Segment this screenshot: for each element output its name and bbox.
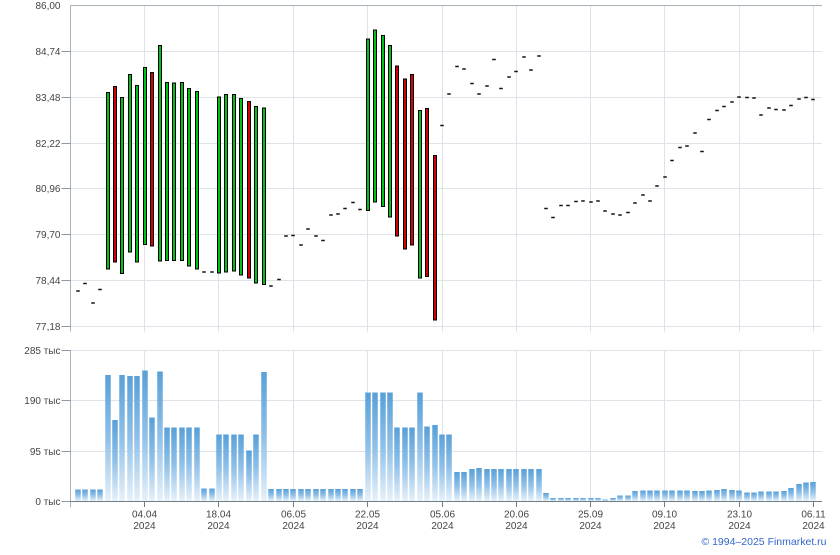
svg-text:79,70: 79,70 bbox=[35, 230, 60, 241]
svg-text:20.06: 20.06 bbox=[504, 510, 529, 521]
svg-text:0 тыс: 0 тыс bbox=[35, 497, 60, 508]
svg-text:22.05: 22.05 bbox=[355, 510, 380, 521]
svg-text:2024: 2024 bbox=[356, 521, 379, 532]
svg-text:23.10: 23.10 bbox=[727, 510, 752, 521]
svg-text:04.04: 04.04 bbox=[132, 510, 157, 521]
svg-text:2024: 2024 bbox=[207, 521, 230, 532]
svg-text:2024: 2024 bbox=[505, 521, 528, 532]
svg-text:285 тыс: 285 тыс bbox=[24, 346, 60, 357]
svg-text:2024: 2024 bbox=[282, 521, 305, 532]
svg-text:2024: 2024 bbox=[728, 521, 751, 532]
svg-text:09.10: 09.10 bbox=[652, 510, 677, 521]
svg-text:2024: 2024 bbox=[431, 521, 454, 532]
svg-text:84,74: 84,74 bbox=[35, 47, 60, 58]
svg-text:06.11: 06.11 bbox=[801, 510, 826, 521]
svg-text:77,18: 77,18 bbox=[35, 322, 60, 333]
svg-text:80,96: 80,96 bbox=[35, 184, 60, 195]
svg-text:2024: 2024 bbox=[653, 521, 676, 532]
svg-text:© 1994–2025 Finmarket.ru: © 1994–2025 Finmarket.ru bbox=[701, 536, 826, 548]
svg-text:25.09: 25.09 bbox=[578, 510, 603, 521]
svg-text:18.04: 18.04 bbox=[206, 510, 231, 521]
svg-text:95 тыс: 95 тыс bbox=[30, 447, 61, 458]
svg-text:86,00: 86,00 bbox=[35, 1, 60, 12]
svg-text:83,48: 83,48 bbox=[35, 93, 60, 104]
svg-text:05.06: 05.06 bbox=[430, 510, 455, 521]
svg-text:78,44: 78,44 bbox=[35, 276, 60, 287]
svg-text:2024: 2024 bbox=[802, 521, 825, 532]
svg-text:2024: 2024 bbox=[133, 521, 156, 532]
svg-text:2024: 2024 bbox=[579, 521, 602, 532]
svg-text:82,22: 82,22 bbox=[35, 139, 60, 150]
svg-text:190 тыс: 190 тыс bbox=[24, 396, 60, 407]
svg-text:06.05: 06.05 bbox=[281, 510, 306, 521]
